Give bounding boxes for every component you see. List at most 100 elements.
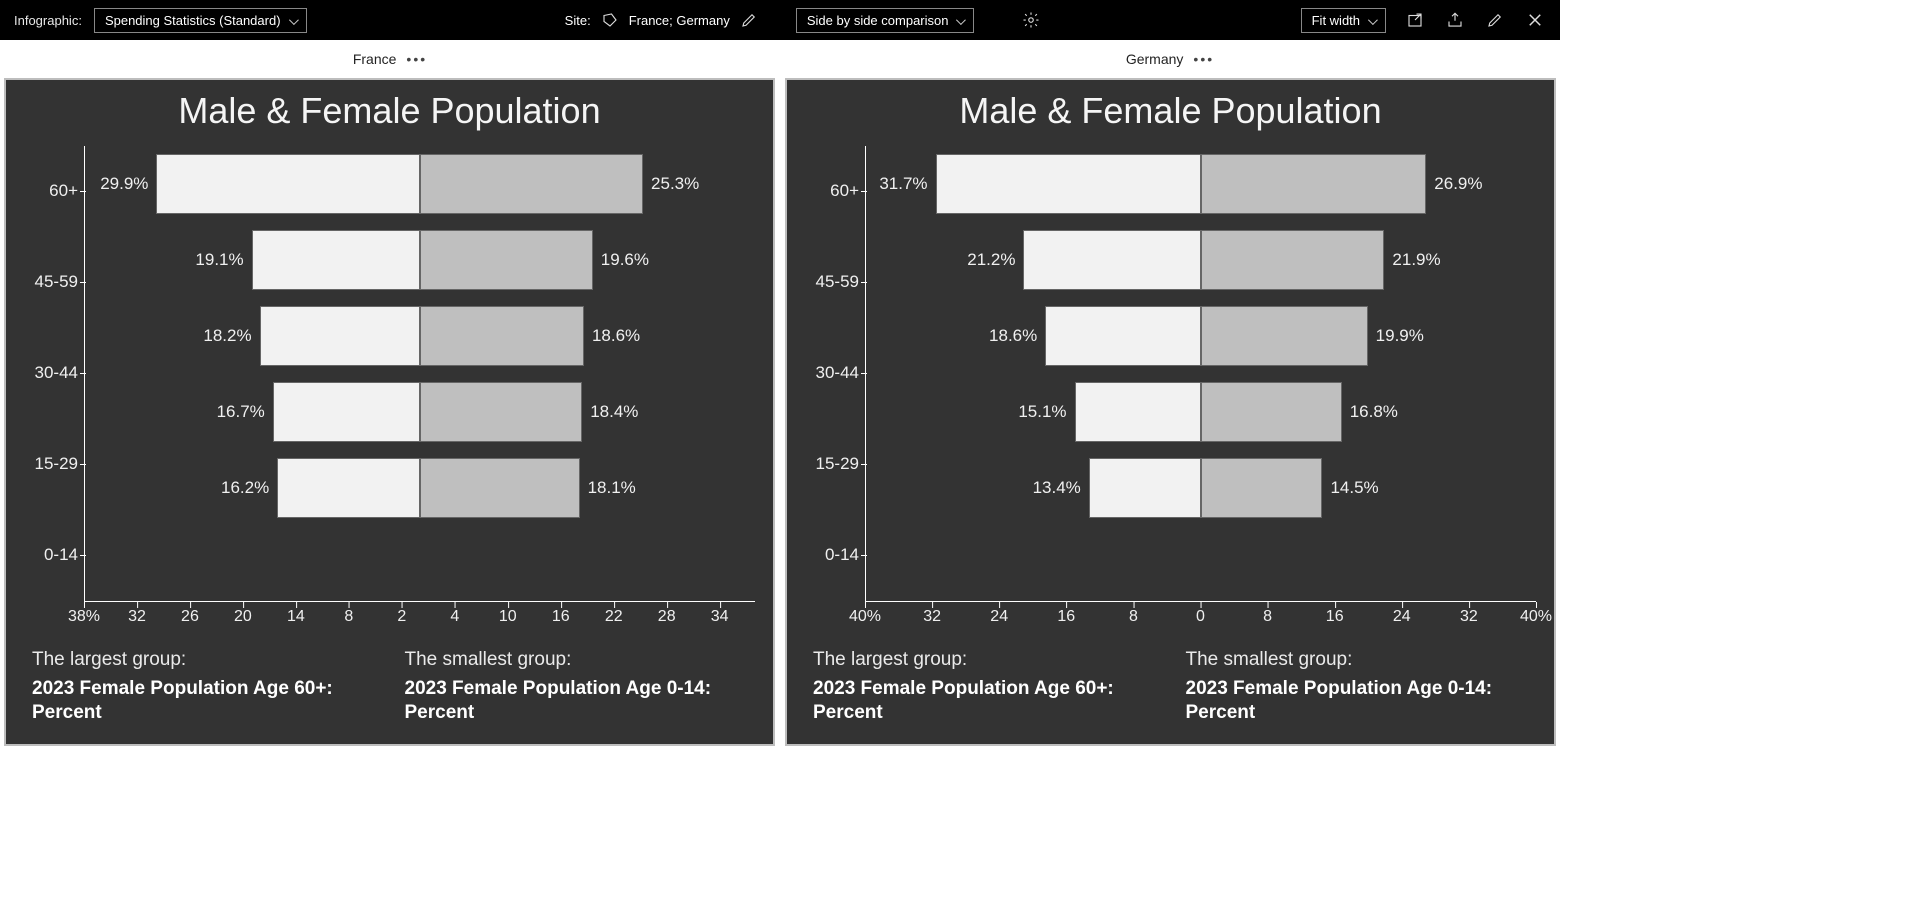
y-category-label: 15-29	[805, 454, 859, 474]
x-tick: 26	[181, 608, 199, 626]
x-tick: 14	[287, 608, 305, 626]
site-selector: Site: France; Germany	[565, 9, 760, 31]
x-tick: 32	[128, 608, 146, 626]
comparison-dropdown[interactable]: Side by side comparison	[796, 8, 975, 33]
largest-group: The largest group: 2023 Female Populatio…	[32, 649, 375, 726]
largest-group: The largest group: 2023 Female Populatio…	[813, 649, 1156, 726]
x-tick: 10	[499, 608, 517, 626]
bar-right-value: 26.9%	[1434, 174, 1482, 194]
bars-region: 31.7%26.9%21.2%21.9%18.6%19.9%15.1%16.8%…	[865, 146, 1536, 601]
x-tick: 4	[450, 608, 459, 626]
bar-row: 16.2%18.1%	[85, 458, 755, 518]
smallest-value: 2023 Female Population Age 0-14: Percent	[1186, 677, 1529, 726]
bar-left[interactable]	[1089, 458, 1201, 518]
bar-left[interactable]	[1045, 306, 1201, 366]
x-tick: 34	[711, 608, 729, 626]
bar-left[interactable]	[156, 154, 420, 214]
bar-left-value: 21.2%	[967, 250, 1015, 270]
pencil-icon[interactable]	[738, 9, 760, 31]
site-label: Site:	[565, 13, 591, 28]
bar-right[interactable]	[1201, 306, 1368, 366]
x-axis-right: 40%32241680816243240%	[865, 601, 1536, 635]
smallest-label: The smallest group:	[1186, 649, 1529, 671]
bar-right-value: 18.6%	[592, 326, 640, 346]
bar-right-value: 14.5%	[1330, 478, 1378, 498]
x-tick: 16	[1057, 608, 1075, 626]
bar-left-value: 18.2%	[203, 326, 251, 346]
panel-right: Male & Female Population 60+45-5930-4415…	[785, 78, 1556, 746]
bar-right[interactable]	[1201, 230, 1384, 290]
bar-right[interactable]	[1201, 154, 1426, 214]
x-tick: 24	[990, 608, 1008, 626]
x-tick: 8	[1263, 608, 1272, 626]
more-icon[interactable]: •••	[406, 51, 427, 67]
x-tick: 40%	[1520, 608, 1552, 626]
y-axis-labels: 60+45-5930-4415-290-14	[24, 146, 84, 601]
bar-right[interactable]	[420, 458, 580, 518]
bar-row: 29.9%25.3%	[85, 154, 755, 214]
bar-right[interactable]	[420, 230, 593, 290]
chart-title: Male & Female Population	[805, 90, 1536, 132]
close-icon[interactable]	[1524, 9, 1546, 31]
x-tick: 0	[1196, 608, 1205, 626]
summary-right: The largest group: 2023 Female Populatio…	[805, 649, 1536, 726]
bars-region: 29.9%25.3%19.1%19.6%18.2%18.6%16.7%18.4%…	[84, 146, 755, 601]
share-icon[interactable]	[1404, 9, 1426, 31]
bar-right-value: 19.6%	[601, 250, 649, 270]
largest-value: 2023 Female Population Age 60+: Percent	[813, 677, 1156, 726]
zoom-dropdown[interactable]: Fit width	[1301, 8, 1386, 33]
x-tick: 32	[1460, 608, 1478, 626]
bar-right[interactable]	[420, 154, 643, 214]
x-tick: 24	[1393, 608, 1411, 626]
bar-right[interactable]	[420, 382, 582, 442]
gear-icon[interactable]	[1020, 9, 1042, 31]
site-value: France; Germany	[629, 13, 730, 28]
x-tick: 8	[344, 608, 353, 626]
bar-left-value: 15.1%	[1018, 402, 1066, 422]
x-tick: 20	[234, 608, 252, 626]
infographic-dropdown-value: Spending Statistics (Standard)	[105, 13, 281, 28]
bar-left[interactable]	[1075, 382, 1201, 442]
infographic-label: Infographic:	[14, 13, 82, 28]
bar-right-value: 18.1%	[588, 478, 636, 498]
bar-left-value: 29.9%	[100, 174, 148, 194]
y-category-label: 30-44	[24, 363, 78, 383]
bar-row: 18.6% 19.9%	[866, 306, 1536, 366]
bar-right[interactable]	[1201, 458, 1322, 518]
bar-right[interactable]	[1201, 382, 1342, 442]
y-category-label: 45-59	[24, 272, 78, 292]
country-name-left: France	[353, 51, 397, 67]
comparison-dropdown-value: Side by side comparison	[807, 13, 949, 28]
bar-left[interactable]	[936, 154, 1201, 214]
y-category-label: 0-14	[24, 545, 78, 565]
panel-left: Male & Female Population 60+45-5930-4415…	[4, 78, 775, 746]
x-tick: 2	[397, 608, 406, 626]
comparison-panels: Male & Female Population 60+ 45-59 30-44 15…	[0, 78, 1560, 746]
largest-label: The largest group:	[32, 649, 375, 671]
country-name-right: Germany	[1126, 51, 1184, 67]
more-icon[interactable]: •••	[1193, 51, 1214, 67]
y-category-label: 45-59	[805, 272, 859, 292]
bar-left[interactable]	[277, 458, 420, 518]
bar-left[interactable]	[252, 230, 420, 290]
x-tick: 22	[605, 608, 623, 626]
chart-area-left: 60+45-5930-4415-290-14 29.9%25.3%19.1%19…	[24, 146, 755, 601]
bar-row: 21.2%21.9%	[866, 230, 1536, 290]
bar-right[interactable]	[420, 306, 584, 366]
polygon-icon[interactable]	[599, 9, 621, 31]
export-icon[interactable]	[1444, 9, 1466, 31]
bar-left[interactable]	[1023, 230, 1201, 290]
bar-left[interactable]	[273, 382, 420, 442]
bar-right-value: 19.9%	[1376, 326, 1424, 346]
x-axis-left: 38%322620148241016222834	[84, 601, 755, 635]
largest-value: 2023 Female Population Age 60+: Percent	[32, 677, 375, 726]
y-category-label: 60+	[24, 181, 78, 201]
x-tick: 40%	[849, 608, 881, 626]
edit-icon[interactable]	[1484, 9, 1506, 31]
summary-left: The largest group: 2023 Female Populatio…	[24, 649, 755, 726]
x-tick: 8	[1129, 608, 1138, 626]
infographic-dropdown[interactable]: Spending Statistics (Standard)	[94, 8, 307, 33]
bar-left-value: 18.6%	[989, 326, 1037, 346]
bar-left-value: 19.1%	[195, 250, 243, 270]
bar-left[interactable]	[260, 306, 420, 366]
